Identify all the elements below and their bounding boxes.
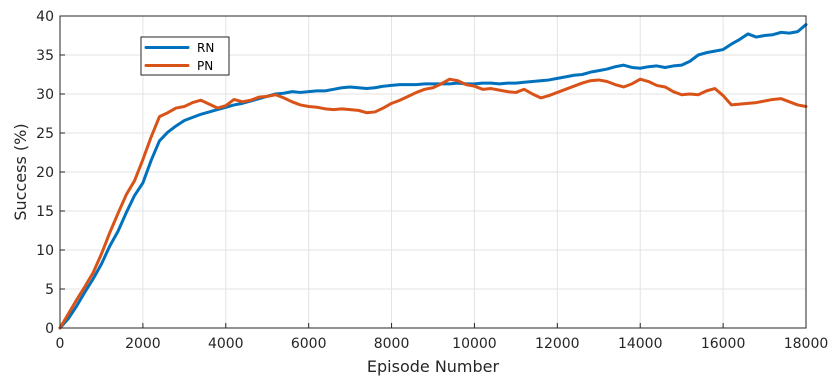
y-tick-label: 30 bbox=[36, 87, 54, 103]
y-tick-label: 0 bbox=[45, 321, 54, 337]
grid-lines bbox=[60, 16, 806, 328]
y-tick-label: 20 bbox=[36, 165, 54, 181]
x-tick-label: 4000 bbox=[208, 336, 244, 352]
series-line-rn bbox=[58, 23, 808, 330]
x-tick-label: 8000 bbox=[374, 336, 410, 352]
x-tick-label: 14000 bbox=[618, 336, 663, 352]
y-tick-label: 25 bbox=[36, 126, 54, 142]
x-axis-ticks: 0 2000 4000 6000 8000 10000 12000 14000 16000 180… bbox=[56, 323, 829, 352]
x-tick-label: 0 bbox=[56, 336, 65, 352]
x-tick-label: 6000 bbox=[291, 336, 327, 352]
y-tick-label: 5 bbox=[45, 282, 54, 298]
legend-box bbox=[140, 36, 230, 76]
series-line-pn bbox=[58, 77, 808, 330]
x-tick-label: 18000 bbox=[784, 336, 829, 352]
y-tick-label: 40 bbox=[36, 9, 54, 25]
series-lines bbox=[58, 23, 808, 330]
legend-label-rn: RN bbox=[197, 41, 214, 55]
y-tick-label: 10 bbox=[36, 243, 54, 259]
y-axis-ticks: 0 5 10 15 20 25 30 35 40 bbox=[36, 9, 65, 337]
x-axis-label: Episode Number bbox=[367, 357, 500, 376]
x-tick-label: 10000 bbox=[452, 336, 497, 352]
y-axis-label: Success (%) bbox=[11, 123, 30, 220]
x-tick-label: 12000 bbox=[535, 336, 580, 352]
x-tick-label: 16000 bbox=[701, 336, 746, 352]
y-tick-label: 15 bbox=[36, 204, 54, 220]
x-tick-label: 2000 bbox=[125, 336, 161, 352]
legend: RN PN bbox=[140, 36, 230, 76]
y-tick-label: 35 bbox=[36, 48, 54, 64]
legend-label-pn: PN bbox=[197, 59, 213, 73]
